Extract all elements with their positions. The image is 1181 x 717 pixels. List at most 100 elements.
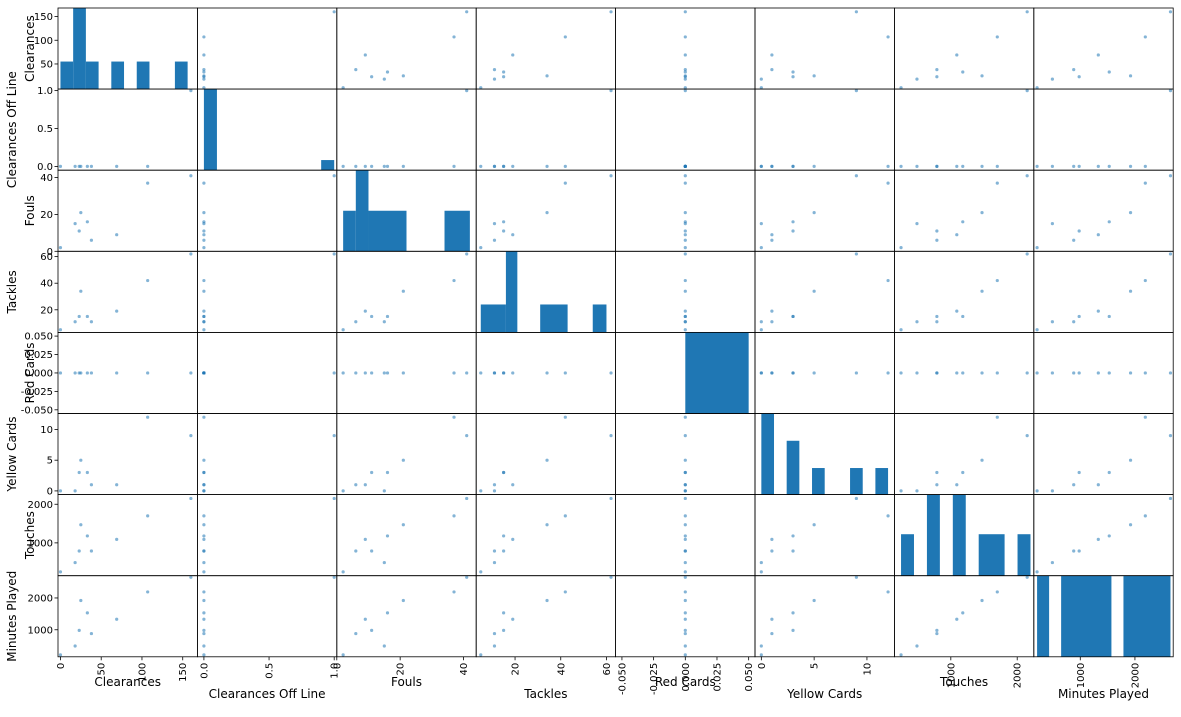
scatter-point-clearances-off-line-vs-red-cards-7: [683, 164, 687, 169]
scatter-point-touches-vs-yellow-cards-1: [759, 560, 763, 565]
scatter-point-red-cards-vs-clearances-8: [189, 371, 193, 375]
scatter-point-clearances-vs-touches-4: [961, 70, 965, 74]
x-tick-label-red-cards-2: 0.000: [681, 663, 692, 692]
scatter-point-minutes-played-vs-tackles-5: [492, 631, 497, 636]
y-tick-label-fouls-1: 20: [40, 210, 53, 221]
scatter-point-clearances-vs-fouls-3: [370, 75, 374, 79]
x-tick-label-touches-1: 2000: [1013, 663, 1024, 688]
scatter-point-fouls-vs-red-cards-7: [683, 181, 687, 185]
scatter-point-touches-vs-clearances-off-line-6: [202, 537, 206, 542]
scatter-point-yellow-cards-vs-fouls-8: [465, 434, 469, 438]
scatter-point-touches-vs-fouls-2: [401, 523, 405, 527]
scatter-point-yellow-cards-vs-minutes-played-5: [1072, 483, 1076, 487]
scatter-point-touches-vs-minutes-played-1: [1050, 560, 1054, 565]
scatter-point-minutes-played-vs-yellow-cards-3: [791, 628, 795, 633]
scatter-point-yellow-cards-vs-minutes-played-6: [1096, 483, 1100, 487]
scatter-point-red-cards-vs-touches-6: [955, 371, 959, 375]
scatter-point-minutes-played-vs-touches-0: [899, 653, 903, 657]
scatter-point-red-cards-vs-minutes-played-6: [1096, 371, 1100, 375]
scatter-point-yellow-cards-vs-minutes-played-4: [1107, 470, 1111, 475]
scatter-point-yellow-cards-vs-minutes-played-8: [1168, 434, 1173, 438]
scatter-point-red-cards-vs-yellow-cards-6: [770, 371, 774, 375]
subplot-frame-2-5: [754, 169, 895, 252]
scatter-point-minutes-played-vs-clearances-4: [85, 611, 89, 615]
scatter-point-clearances-vs-minutes-played-1: [1050, 77, 1054, 81]
x-tick-label-yellow-cards-2: 10: [862, 663, 873, 676]
scatter-point-red-cards-vs-minutes-played-1: [1050, 371, 1054, 375]
scatter-point-fouls-vs-minutes-played-3: [1077, 229, 1081, 233]
scatter-point-tackles-vs-clearances-7: [146, 278, 150, 283]
scatter-point-minutes-played-vs-clearances-2: [79, 598, 83, 603]
scatter-point-minutes-played-vs-clearances-6: [115, 617, 119, 621]
scatter-point-fouls-vs-touches-4: [961, 220, 965, 224]
scatter-point-red-cards-vs-clearances-off-line-7: [202, 371, 206, 375]
scatter-point-touches-vs-red-cards-0: [683, 570, 687, 574]
scatter-point-red-cards-vs-tackles-8: [609, 371, 613, 375]
scatter-point-tackles-vs-red-cards-7: [683, 278, 687, 283]
scatter-point-red-cards-vs-fouls-5: [354, 371, 358, 375]
x-tick-label-tackles-0: 20: [511, 663, 522, 676]
y-tick-label-yellow-cards-2: 10: [40, 425, 53, 436]
x-tick-label-clearances-off-line-1: 0.5: [265, 663, 276, 679]
scatter-point-clearances-off-line-vs-touches-0: [899, 164, 903, 169]
scatter-point-touches-vs-clearances-off-line-7: [202, 514, 206, 518]
scatter-point-minutes-played-vs-tackles-3: [502, 628, 506, 633]
scatter-point-red-cards-vs-yellow-cards-1: [759, 371, 763, 375]
scatter-point-touches-vs-yellow-cards-4: [791, 534, 795, 538]
scatter-point-yellow-cards-vs-red-cards-2: [683, 458, 687, 462]
subplot-frame-6-5: [754, 494, 895, 577]
scatter-point-clearances-vs-yellow-cards-6: [770, 53, 774, 57]
x-tick-label-clearances-off-line-0: 0.0: [199, 663, 210, 679]
scatter-point-clearances-vs-tackles-5: [492, 68, 497, 72]
histogram-bar-touches-3: [978, 534, 1005, 576]
scatter-point-clearances-vs-fouls-7: [452, 35, 456, 39]
scatter-point-fouls-vs-clearances-2: [79, 210, 83, 215]
scatter-point-minutes-played-vs-tackles-8: [609, 575, 613, 579]
scatter-point-minutes-played-vs-yellow-cards-2: [812, 598, 816, 603]
scatter-point-fouls-vs-clearances-off-line-4: [202, 220, 206, 224]
scatter-point-minutes-played-vs-fouls-8: [465, 575, 469, 579]
y-tick-label-tackles-2: 60: [40, 252, 53, 263]
y-axis-label-yellow-cards: Yellow Cards: [5, 417, 19, 493]
scatter-point-minutes-played-vs-clearances-3: [77, 628, 81, 633]
scatter-point-yellow-cards-vs-minutes-played-0: [1035, 489, 1039, 493]
subplot-frame-5-0: [57, 413, 198, 495]
scatter-point-minutes-played-vs-red-cards-8: [683, 575, 687, 579]
scatter-point-touches-vs-fouls-3: [370, 549, 374, 553]
subplot-frame-4-7: [1033, 331, 1174, 414]
scatter-point-clearances-off-line-vs-clearances-0: [58, 164, 63, 169]
scatter-point-minutes-played-vs-tackles-4: [502, 611, 506, 615]
scatter-point-red-cards-vs-fouls-7: [452, 371, 456, 375]
subplot-frame-7-0: [57, 575, 198, 658]
scatter-point-touches-vs-red-cards-5: [683, 549, 687, 553]
scatter-point-tackles-vs-fouls-6: [363, 309, 367, 313]
scatter-point-red-cards-vs-fouls-1: [382, 371, 386, 375]
scatter-point-fouls-vs-tackles-1: [492, 222, 497, 226]
scatter-point-clearances-vs-clearances-off-line-0: [202, 86, 206, 90]
subplot-frame-7-3: [475, 575, 617, 658]
scatter-point-minutes-played-vs-red-cards-2: [683, 598, 687, 603]
y-tick-label-clearances-0: 50: [40, 59, 53, 70]
scatter-point-touches-vs-minutes-played-3: [1077, 549, 1081, 553]
scatter-point-clearances-off-line-vs-tackles-8: [609, 89, 613, 93]
scatter-point-fouls-vs-minutes-played-0: [1035, 246, 1039, 250]
scatter-point-minutes-played-vs-touches-6: [955, 617, 959, 621]
scatter-point-fouls-vs-red-cards-0: [683, 246, 687, 250]
scatter-point-minutes-played-vs-red-cards-0: [683, 653, 687, 657]
scatter-point-minutes-played-vs-touches-1: [915, 644, 919, 648]
scatter-point-touches-vs-clearances-off-line-1: [202, 560, 206, 565]
scatter-point-minutes-played-vs-tackles-7: [563, 590, 567, 594]
scatter-point-minutes-played-vs-yellow-cards-7: [886, 590, 890, 594]
scatter-point-fouls-vs-minutes-played-4: [1107, 220, 1111, 224]
y-tick-label-clearances-1: 100: [34, 36, 53, 47]
scatter-point-fouls-vs-clearances-4: [85, 220, 89, 224]
x-axis-label-minutes-played: Minutes Played: [1058, 687, 1149, 701]
scatter-point-yellow-cards-vs-tackles-1: [492, 489, 497, 493]
scatter-point-minutes-played-vs-red-cards-6: [683, 617, 687, 621]
scatter-point-clearances-vs-red-cards-6: [683, 53, 687, 57]
scatter-point-touches-vs-clearances-2: [79, 523, 83, 527]
subplot-frame-6-3: [475, 494, 617, 577]
histogram-bar-minutes-played-0: [1037, 575, 1050, 657]
scatter-point-touches-vs-fouls-8: [465, 496, 469, 501]
scatter-point-minutes-played-vs-touches-3: [935, 628, 939, 633]
